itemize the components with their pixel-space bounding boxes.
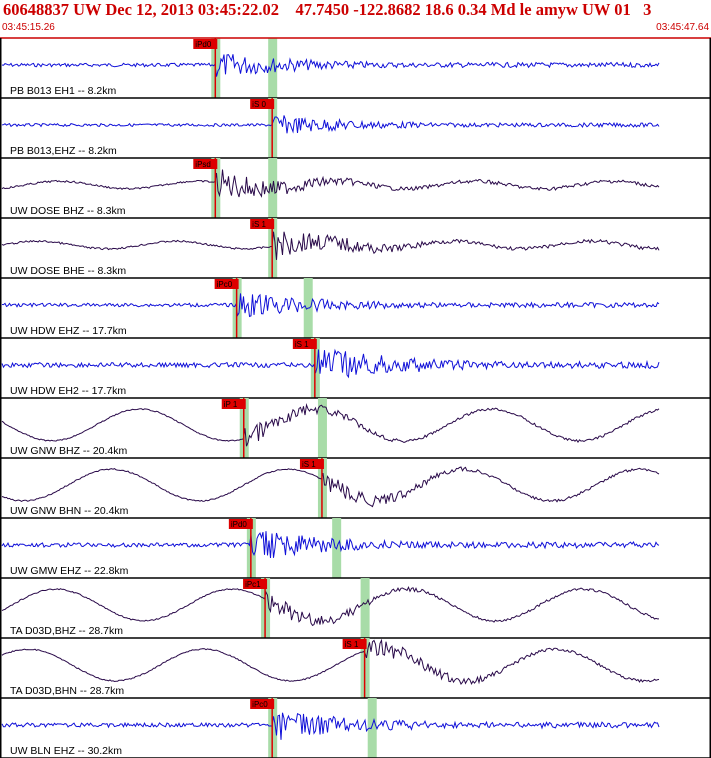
event-title: 60648837 UW Dec 12, 2013 03:45:22.02 47.…: [3, 0, 652, 19]
pick-label: iPd0: [195, 40, 212, 49]
pick-flag: [228, 519, 253, 529]
pick-label: iPd0: [231, 520, 248, 529]
station-label: UW HDW EH2 -- 17.7km: [10, 385, 126, 397]
station-label: UW GNW BHN -- 20.4km: [10, 505, 129, 517]
pick-window: [360, 578, 370, 638]
pick-label: iS 0: [252, 100, 266, 109]
pick-label: iPc0: [217, 280, 233, 289]
waveform-trace: [1, 466, 660, 508]
station-label: PB B013 EH1 -- 8.2km: [10, 85, 116, 97]
pick-window: [268, 38, 278, 98]
waveform-trace: [1, 586, 659, 627]
station-label: UW DOSE BHZ -- 8.3km: [10, 205, 126, 217]
pick-window: [367, 698, 377, 758]
pick-flag: [342, 639, 367, 649]
pick-flag: [250, 699, 275, 709]
pick-label: iPc0: [252, 700, 268, 709]
start-time: 03:45:15.26: [2, 22, 55, 33]
waveform-trace: [1, 403, 660, 447]
waveform-trace: [1, 293, 660, 318]
waveform-trace: [1, 348, 660, 379]
waveform-trace: [1, 638, 660, 685]
pick-flag: [299, 459, 324, 469]
station-label: UW HDW EHZ -- 17.7km: [10, 325, 127, 337]
pick-flag: [221, 399, 246, 409]
pick-label: iP 1: [224, 400, 238, 409]
pick-window: [317, 398, 327, 458]
station-label: TA D03D,BHZ -- 28.7km: [10, 625, 123, 637]
station-label: TA D03D,BHN -- 28.7km: [10, 685, 124, 697]
pick-flag: [250, 99, 275, 109]
pick-flag: [193, 39, 218, 49]
waveform-trace: [1, 712, 660, 740]
station-label: UW GNW BHZ -- 20.4km: [10, 445, 128, 457]
end-time: 03:45:47.64: [656, 22, 709, 33]
pick-flag: [292, 339, 317, 349]
waveform-trace: [1, 531, 660, 559]
waveform-trace: [1, 169, 660, 198]
pick-flag: [243, 579, 268, 589]
station-label: UW GMW EHZ -- 22.8km: [10, 565, 129, 577]
pick-flag: [250, 219, 275, 229]
header: 60648837 UW Dec 12, 2013 03:45:22.02 47.…: [0, 0, 711, 38]
waveform-trace: [1, 231, 660, 260]
station-label: UW DOSE BHE -- 8.3km: [10, 265, 126, 277]
pick-label: iS 1: [295, 340, 309, 349]
pick-label: iS 1: [345, 640, 359, 649]
pick-label: iS 1: [252, 220, 266, 229]
station-label: UW BLN EHZ -- 30.2km: [10, 745, 122, 757]
pick-flag: [214, 279, 239, 289]
pick-label: iPsd: [195, 160, 211, 169]
station-label: PB B013,EHZ -- 8.2km: [10, 145, 117, 157]
waveform-trace: [1, 54, 660, 77]
pick-label: iS 1: [302, 460, 316, 469]
pick-label: iPc1: [245, 580, 261, 589]
pick-flag: [193, 159, 218, 169]
waveform-trace: [1, 115, 660, 134]
